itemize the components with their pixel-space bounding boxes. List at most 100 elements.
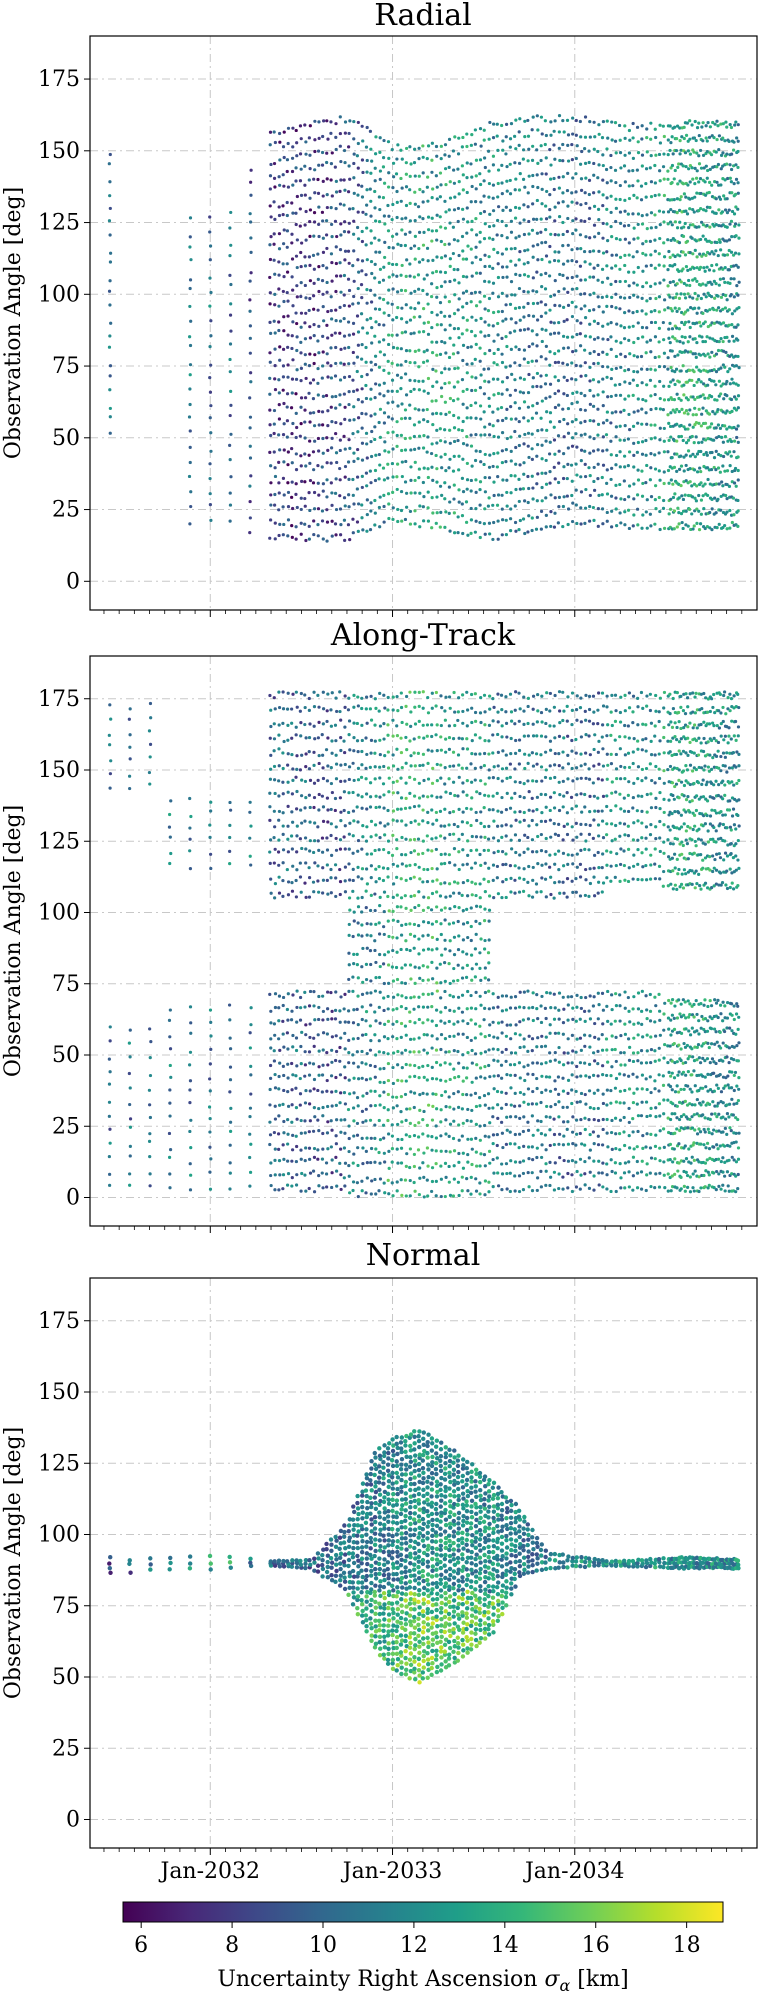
scatter-point <box>404 1133 408 1137</box>
scatter-point <box>588 250 592 254</box>
scatter-point <box>522 305 526 309</box>
points-along-track <box>107 690 741 1199</box>
scatter-point <box>457 180 461 184</box>
scatter-point <box>168 1186 172 1190</box>
scatter-point <box>534 527 539 531</box>
scatter-point <box>703 421 708 425</box>
scatter-point <box>321 1131 325 1136</box>
scatter-point <box>269 1161 273 1165</box>
scatter-point <box>623 237 627 241</box>
scatter-point <box>658 169 662 173</box>
scatter-point <box>229 475 233 479</box>
scatter-point <box>330 751 334 755</box>
scatter-point <box>347 1038 351 1042</box>
scatter-point <box>619 497 623 501</box>
scatter-point <box>339 274 343 278</box>
scatter-point <box>360 229 364 234</box>
scatter-point <box>278 345 282 349</box>
scatter-point <box>707 135 712 139</box>
scatter-point <box>277 764 281 768</box>
scatter-point <box>365 752 369 757</box>
scatter-point <box>668 220 673 224</box>
scatter-point <box>248 336 252 340</box>
scatter-point <box>430 351 435 355</box>
scatter-point <box>299 311 304 315</box>
scatter-point <box>300 846 304 851</box>
scatter-point <box>248 499 252 504</box>
scatter-point <box>208 416 212 420</box>
scatter-point <box>439 183 443 187</box>
scatter-point <box>189 504 193 509</box>
scatter-point <box>737 365 741 370</box>
scatter-point <box>500 252 504 256</box>
scatter-point <box>544 471 548 475</box>
scatter-point <box>408 349 412 353</box>
scatter-point <box>338 1073 343 1077</box>
scatter-point <box>330 1128 334 1132</box>
scatter-point <box>347 505 351 509</box>
scatter-point <box>320 376 324 380</box>
scatter-point <box>562 319 566 323</box>
scatter-point <box>425 246 430 250</box>
scatter-point <box>492 351 496 356</box>
scatter-point <box>325 461 329 465</box>
scatter-point <box>708 252 712 256</box>
scatter-point <box>443 381 447 386</box>
scatter-point <box>286 1047 290 1051</box>
scatter-point <box>382 421 386 425</box>
scatter-point <box>444 412 448 416</box>
scatter-point <box>390 417 394 421</box>
scatter-point <box>627 151 632 155</box>
scatter-point <box>300 1171 304 1176</box>
scatter-point <box>356 120 360 125</box>
scatter-point <box>269 877 273 881</box>
scatter-point <box>373 478 378 483</box>
scatter-point <box>404 1079 408 1083</box>
scatter-point <box>639 354 644 359</box>
scatter-point <box>342 1091 347 1095</box>
scatter-point <box>483 490 487 494</box>
scatter-point <box>269 493 273 497</box>
y-tick-label: 75 <box>52 354 80 379</box>
scatter-point <box>299 721 303 725</box>
scatter-point <box>619 365 623 369</box>
scatter-point <box>728 450 732 454</box>
scatter-point <box>431 271 435 275</box>
scatter-point <box>281 690 285 694</box>
scatter-point <box>675 309 679 313</box>
scatter-point <box>692 210 696 214</box>
scatter-point <box>435 441 439 445</box>
scatter-point <box>339 178 343 182</box>
scatter-point <box>269 891 273 895</box>
scatter-point <box>282 1088 286 1093</box>
scatter-point <box>640 296 644 300</box>
scatter-point <box>229 1106 233 1110</box>
scatter-point <box>539 416 543 420</box>
scatter-point <box>326 820 330 824</box>
scatter-point <box>717 208 721 212</box>
scatter-point <box>440 339 444 344</box>
scatter-point <box>452 426 457 430</box>
scatter-point <box>658 396 662 401</box>
scatter-point <box>209 809 213 813</box>
scatter-point <box>570 519 575 524</box>
scatter-point <box>570 287 575 291</box>
scatter-point <box>482 156 487 160</box>
scatter-point <box>574 418 578 422</box>
scatter-point <box>347 477 351 481</box>
scatter-point <box>355 963 359 967</box>
scatter-point <box>333 808 337 813</box>
scatter-point <box>228 226 232 230</box>
scatter-point <box>539 385 543 389</box>
scatter-point <box>378 952 382 957</box>
scatter-point <box>418 525 422 529</box>
scatter-point <box>730 334 735 339</box>
scatter-point <box>294 468 299 472</box>
scatter-point <box>343 824 347 828</box>
scatter-point <box>557 146 561 150</box>
scatter-point <box>321 753 325 757</box>
scatter-point <box>413 289 417 293</box>
scatter-point <box>405 1152 409 1156</box>
scatter-point <box>352 952 356 956</box>
scatter-point <box>209 1157 213 1161</box>
